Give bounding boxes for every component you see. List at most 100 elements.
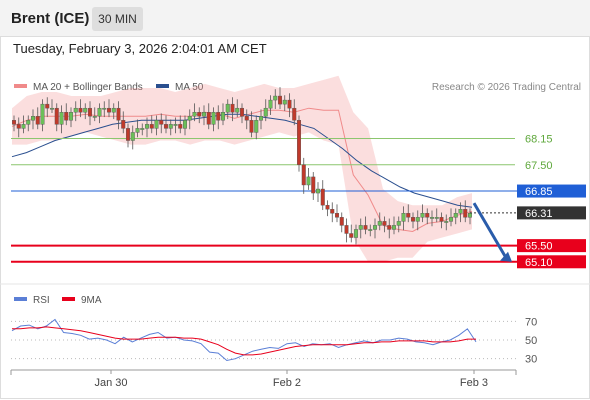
candle xyxy=(330,209,335,214)
candle xyxy=(50,107,55,110)
x-tick-jan30: Jan 30 xyxy=(94,377,127,389)
candle xyxy=(415,217,420,222)
candle xyxy=(102,107,107,110)
candle xyxy=(406,213,411,218)
x-tick-feb3: Feb 3 xyxy=(460,377,488,389)
rsi-tick-70: 70 xyxy=(525,316,537,328)
candle xyxy=(87,107,92,117)
rsi-tick-30: 30 xyxy=(525,354,537,366)
candle xyxy=(368,229,373,231)
candle xyxy=(182,120,187,129)
candle xyxy=(363,225,368,230)
candle xyxy=(125,128,130,141)
candle xyxy=(21,124,26,129)
candle xyxy=(458,209,463,214)
credit-text: Research © 2026 Trading Central xyxy=(432,82,581,93)
rsi-tick-50: 50 xyxy=(525,335,537,347)
chart-header: Brent (ICE) 30 MIN xyxy=(0,0,590,36)
candle xyxy=(187,116,192,121)
rsi-ma-line xyxy=(12,326,476,356)
candle xyxy=(278,95,283,105)
candle xyxy=(206,112,211,125)
legend-ma50-swatch xyxy=(156,84,169,88)
candle xyxy=(197,112,202,117)
candle xyxy=(434,217,439,219)
level-label-2: 66.85 xyxy=(525,186,553,198)
candle xyxy=(249,120,254,133)
candle xyxy=(235,107,240,113)
candle xyxy=(16,124,21,129)
candle xyxy=(468,213,473,218)
candle xyxy=(64,112,69,121)
interval-badge[interactable]: 30 MIN xyxy=(92,7,143,31)
candle xyxy=(449,217,454,222)
timestamp: Tuesday, February 3, 2026 2:04:01 AM CET xyxy=(13,41,267,56)
candle xyxy=(59,112,64,125)
level-label-4: 65.10 xyxy=(525,257,553,269)
level-label-3: 65.50 xyxy=(525,241,553,253)
candle xyxy=(97,107,102,117)
instrument-title: Brent (ICE) xyxy=(11,10,90,27)
candle xyxy=(339,217,344,226)
candle xyxy=(225,103,230,113)
candle xyxy=(453,213,458,218)
candle xyxy=(320,188,325,206)
candle xyxy=(297,120,302,165)
projection-arrow-head xyxy=(500,251,512,262)
candle xyxy=(201,112,206,117)
candle xyxy=(358,225,363,230)
candle xyxy=(121,120,126,129)
candle xyxy=(263,107,268,117)
candle xyxy=(377,221,382,226)
candle xyxy=(401,213,406,222)
candle xyxy=(411,217,416,222)
candle xyxy=(230,103,235,113)
candle xyxy=(259,116,264,121)
candle xyxy=(216,112,221,121)
candle xyxy=(220,112,225,121)
candle xyxy=(45,103,50,109)
rsi-plot: 70 50 30 xyxy=(11,316,537,366)
legend-rsi-swatch xyxy=(14,297,27,301)
level-box-2 xyxy=(517,184,586,198)
candle xyxy=(354,229,359,238)
legend-bollinger-swatch xyxy=(14,84,27,88)
level-box-4 xyxy=(517,255,586,269)
candle xyxy=(73,107,78,113)
candle xyxy=(35,116,40,125)
candle xyxy=(159,120,164,125)
candle xyxy=(26,120,31,125)
candle xyxy=(444,221,449,223)
candle xyxy=(344,225,349,234)
candle xyxy=(168,124,173,129)
candle xyxy=(92,116,97,118)
candle xyxy=(425,213,430,218)
candle xyxy=(316,188,321,194)
level-label-0: 68.15 xyxy=(525,133,553,145)
candle xyxy=(382,221,387,226)
candle xyxy=(149,124,154,129)
candle xyxy=(68,112,73,121)
last-price-label: 66.31 xyxy=(525,208,553,220)
candle xyxy=(54,107,59,125)
candle xyxy=(301,164,306,186)
candle xyxy=(311,176,316,194)
candle xyxy=(254,120,259,133)
candle xyxy=(239,107,244,117)
candle xyxy=(282,99,287,105)
candle xyxy=(78,107,83,113)
candle xyxy=(420,213,425,218)
candle xyxy=(83,107,88,113)
candle xyxy=(273,95,278,101)
candle xyxy=(306,176,311,186)
candle xyxy=(111,107,116,113)
candle xyxy=(335,213,340,218)
candle xyxy=(154,120,159,129)
candle xyxy=(192,112,197,117)
candle xyxy=(40,103,45,125)
price-plot: 68.15 67.50 66.85 65.50 65.10 66.31 xyxy=(11,75,586,269)
candle xyxy=(178,124,183,129)
candle xyxy=(135,128,140,133)
candle xyxy=(387,225,392,230)
